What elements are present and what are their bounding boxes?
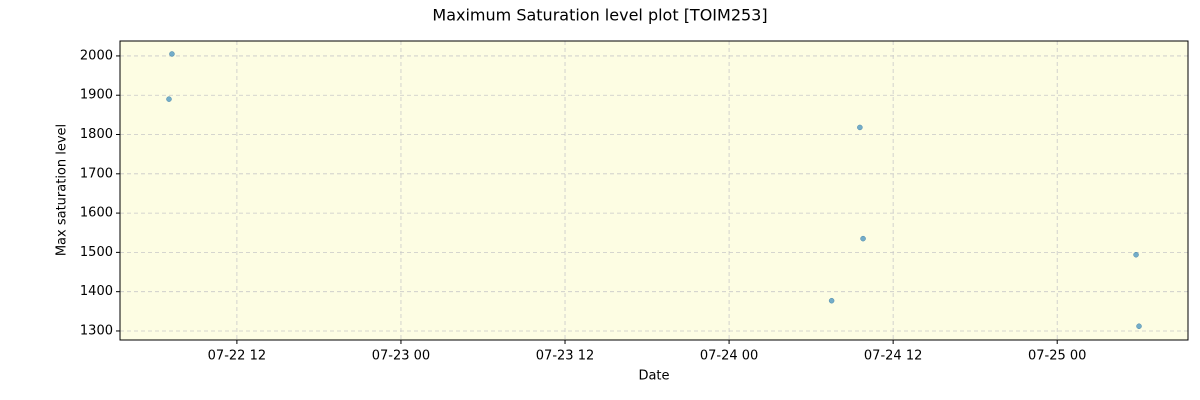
point <box>1133 251 1139 258</box>
y-tick-label: 1500 <box>80 245 113 260</box>
y-tick-label: 1600 <box>80 206 113 221</box>
y-tick-label: 1800 <box>80 127 113 142</box>
x-tick-label: 07-23 12 <box>536 349 594 364</box>
y-tick-label: 1400 <box>80 284 113 299</box>
y-tick-label: 1700 <box>80 166 113 181</box>
point <box>166 96 172 102</box>
plot-area <box>120 41 1188 340</box>
point <box>857 124 863 131</box>
x-tick-label: 07-24 12 <box>864 349 922 364</box>
y-tick-label: 1300 <box>80 323 113 338</box>
plot-frame <box>119 40 1189 341</box>
x-axis-label: Date <box>638 369 669 384</box>
point <box>860 235 866 242</box>
x-tick-label: 07-22 12 <box>208 349 266 364</box>
x-tick-label: 07-25 00 <box>1028 349 1086 364</box>
y-axis-label: Max saturation level <box>55 124 70 256</box>
y-tick-label: 2000 <box>80 48 113 63</box>
chart-title: Maximum Saturation level plot [TOIM253] <box>432 6 767 25</box>
x-tick-label: 07-24 00 <box>700 349 758 364</box>
point <box>169 51 175 57</box>
x-tick-label: 07-23 00 <box>372 349 430 364</box>
point <box>1136 323 1142 329</box>
y-tick-label: 1900 <box>80 88 113 103</box>
point <box>828 297 835 304</box>
